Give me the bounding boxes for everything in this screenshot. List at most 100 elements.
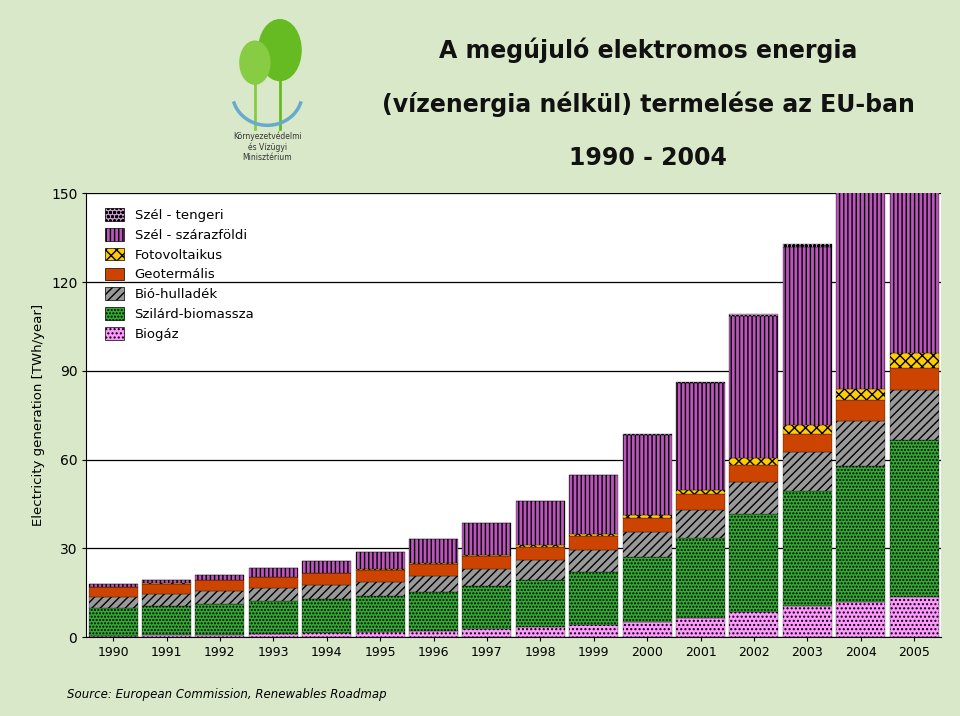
Bar <box>730 482 779 514</box>
Bar <box>676 383 725 490</box>
Bar <box>836 421 885 465</box>
Bar <box>569 534 618 536</box>
Bar <box>730 314 779 316</box>
Bar <box>355 552 405 569</box>
Bar <box>890 390 939 440</box>
Bar <box>249 577 298 588</box>
Bar <box>88 587 137 597</box>
Circle shape <box>258 20 301 80</box>
Bar <box>836 465 885 601</box>
Bar <box>302 574 351 585</box>
Bar <box>463 586 512 629</box>
Bar <box>836 400 885 421</box>
Bar <box>142 580 191 584</box>
Bar <box>782 243 832 247</box>
Bar <box>569 536 618 550</box>
Bar <box>516 546 564 547</box>
Bar <box>622 518 672 532</box>
Bar <box>836 167 885 389</box>
Bar <box>622 435 672 515</box>
Bar <box>409 631 458 637</box>
Legend: Szél - tengeri, Szél - szárazföldi, Fotovoltaikus, Geotermális, Bió-hulladék, Sz: Szél - tengeri, Szél - szárazföldi, Foto… <box>102 204 258 344</box>
Bar <box>890 368 939 390</box>
Bar <box>409 576 458 592</box>
Bar <box>463 569 512 586</box>
Bar <box>676 538 725 618</box>
Bar <box>782 425 832 434</box>
Bar <box>890 353 939 368</box>
Bar <box>302 633 351 637</box>
Bar <box>249 588 298 601</box>
Bar <box>676 510 725 538</box>
Bar <box>890 87 939 353</box>
Bar <box>409 563 458 576</box>
Bar <box>195 581 245 591</box>
Bar <box>142 584 191 594</box>
Bar <box>569 572 618 625</box>
Bar <box>355 581 405 596</box>
Bar <box>569 550 618 572</box>
Bar <box>782 453 832 490</box>
Bar <box>676 494 725 510</box>
Bar <box>355 570 405 581</box>
Bar <box>516 501 564 546</box>
Bar <box>249 569 298 576</box>
Text: (vízenergia nélkül) termelése az EU-ban: (vízenergia nélkül) termelése az EU-ban <box>381 91 915 117</box>
Bar <box>730 316 779 458</box>
Bar <box>836 161 885 167</box>
Bar <box>676 490 725 494</box>
Bar <box>516 547 564 560</box>
Bar <box>890 440 939 597</box>
Bar <box>836 601 885 637</box>
Bar <box>622 515 672 518</box>
Bar <box>782 490 832 606</box>
Text: Környezetvédelmi
és Vízügyi
Minisztérium: Környezetvédelmi és Vízügyi Minisztérium <box>233 131 301 163</box>
Bar <box>516 580 564 627</box>
Bar <box>516 560 564 580</box>
Bar <box>409 592 458 631</box>
Bar <box>782 606 832 637</box>
Bar <box>355 632 405 637</box>
Y-axis label: Electricity generation [TWh/year]: Electricity generation [TWh/year] <box>33 304 45 526</box>
Circle shape <box>240 41 270 84</box>
Bar <box>463 629 512 637</box>
Bar <box>142 606 191 635</box>
Bar <box>249 634 298 637</box>
Bar <box>622 532 672 557</box>
Bar <box>622 622 672 637</box>
Bar <box>516 627 564 637</box>
Bar <box>730 514 779 612</box>
Bar <box>195 575 245 580</box>
Bar <box>142 635 191 637</box>
Bar <box>622 557 672 622</box>
Bar <box>463 556 512 569</box>
Bar <box>302 585 351 599</box>
Bar <box>782 434 832 453</box>
Bar <box>249 601 298 634</box>
Bar <box>463 523 512 555</box>
Bar <box>355 596 405 632</box>
Text: 1990 - 2004: 1990 - 2004 <box>569 145 727 170</box>
Bar <box>836 389 885 400</box>
Bar <box>195 634 245 637</box>
Bar <box>676 618 725 637</box>
Bar <box>730 465 779 482</box>
Bar <box>195 591 245 604</box>
Bar <box>302 599 351 633</box>
Bar <box>409 539 458 563</box>
Bar <box>88 597 137 608</box>
Bar <box>142 594 191 606</box>
Bar <box>890 597 939 637</box>
Text: A megújuló elektromos energia: A megújuló elektromos energia <box>439 37 857 63</box>
Bar <box>676 382 725 383</box>
Bar <box>463 555 512 556</box>
Bar <box>569 625 618 637</box>
Bar <box>88 608 137 636</box>
Bar <box>890 77 939 87</box>
Bar <box>88 584 137 587</box>
Bar <box>302 561 351 573</box>
Bar <box>730 458 779 465</box>
Bar <box>782 247 832 425</box>
Bar <box>730 612 779 637</box>
Bar <box>195 604 245 634</box>
